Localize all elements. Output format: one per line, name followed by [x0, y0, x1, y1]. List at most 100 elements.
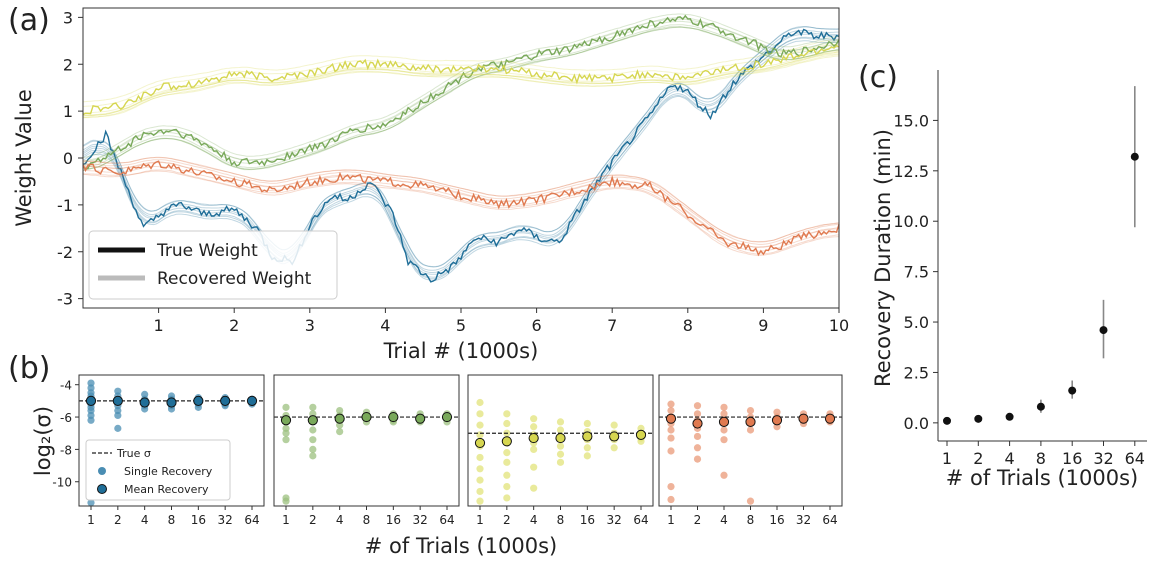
x-tick-label: 2: [694, 513, 702, 527]
panel-b-frame: [273, 374, 460, 507]
panel-b-legend: True σ Single Recovery Mean Recovery: [85, 439, 231, 501]
panel-b-x-axis-label: # of Trials (1000s): [365, 534, 558, 558]
recovered-weight-line-orange: [82, 156, 840, 243]
y-tick-label: 3: [63, 8, 73, 27]
x-tick-label: 9: [758, 316, 768, 335]
x-tick-label: 5: [456, 316, 466, 335]
x-tick-label: 16: [580, 513, 595, 527]
recovered-weight-line-blue: [82, 33, 840, 275]
panel-b-label: (b): [8, 351, 50, 386]
legend-mean-recovery-swatch: [97, 484, 107, 494]
x-tick-label: 2: [503, 513, 511, 527]
mean-recovery-point: [441, 411, 453, 423]
y-tick-label: -8: [60, 443, 72, 457]
panel-a-label: (a): [8, 3, 50, 38]
mean-recovery-point: [692, 418, 703, 429]
y-tick-label: -1: [57, 196, 73, 215]
recovered-weight-line-green: [82, 17, 840, 162]
recovered-weight-line-green: [82, 24, 840, 169]
single-recovery-point: [503, 482, 511, 491]
x-tick-label: 4: [720, 513, 728, 527]
recovered-weight-line-yellow: [82, 43, 840, 107]
recovered-weight-line-yellow: [82, 53, 840, 117]
single-recovery-point: [309, 403, 317, 411]
x-tick-label: 16: [386, 513, 401, 527]
y-tick-label: -3: [57, 290, 73, 309]
single-recovery-point: [282, 436, 290, 444]
single-recovery-point: [282, 497, 290, 505]
recovered-weight-line-yellow: [82, 51, 840, 116]
duration-point: [1005, 412, 1014, 421]
x-tick-label: 4: [1005, 449, 1015, 468]
panel-c-x-axis-label: # of Trials (1000s): [946, 466, 1139, 490]
single-recovery-point: [746, 426, 755, 434]
single-recovery-point: [503, 458, 511, 466]
panel-b-subplot-orange: 1 2 4 8 16 32 64: [658, 374, 843, 527]
x-tick-label: 2: [309, 513, 317, 527]
single-recovery-point: [476, 465, 484, 473]
single-recovery-point: [503, 494, 511, 502]
x-tick-label: 32: [607, 513, 622, 527]
duration-point: [1036, 402, 1045, 411]
y-tick-label: 1: [63, 102, 73, 121]
single-recovery-point: [667, 447, 675, 455]
single-recovery-point: [530, 415, 538, 423]
x-tick-label: 32: [218, 513, 233, 527]
mean-recovery-point: [220, 395, 231, 406]
single-recovery-point: [309, 452, 317, 460]
legend-mean-recovery-label: Mean Recovery: [124, 483, 209, 496]
mean-recovery-point: [85, 395, 97, 406]
mean-recovery-point: [582, 431, 593, 442]
single-recovery-point: [476, 421, 484, 429]
single-recovery-point: [530, 423, 538, 431]
panel-b-subplot-green: 1 2 4 8 16 32 64: [273, 374, 460, 527]
recovered-weight-line-yellow: [82, 39, 840, 103]
recovered-weight-line-yellow: [82, 54, 840, 119]
panel-a-x-ticks: 1 2 3 4 5 6 7 8 9 10: [154, 308, 849, 335]
recovered-weight-line-green: [82, 26, 840, 171]
panel-a-y-axis-label: Weight Value: [12, 89, 36, 227]
single-recovery-point: [746, 406, 755, 415]
single-recovery-point: [336, 428, 344, 436]
panel-a-legend: True Weight Recovered Weight: [88, 230, 338, 300]
x-tick-label: 64: [439, 513, 454, 527]
mean-recovery-point: [139, 397, 150, 408]
y-tick-label: 0: [63, 149, 73, 168]
legend-true-weight-label: True Weight: [156, 241, 258, 261]
recovered-weight-line-orange: [82, 157, 840, 243]
x-tick-label: 16: [191, 513, 206, 527]
x-tick-label: 4: [380, 316, 390, 335]
x-tick-label: 6: [532, 316, 542, 335]
recovered-weight-line-blue: [82, 26, 840, 268]
single-recovery-point: [667, 426, 675, 434]
single-recovery-point: [309, 445, 317, 453]
panel-c-marks: 0.0 2.5 5.0 7.5 10.0 12.5 15.0 1 2 4 8 16 32 64: [893, 86, 1145, 468]
single-recovery-point: [667, 400, 675, 408]
x-tick-label: 64: [244, 513, 259, 527]
x-tick-label: 1: [667, 513, 675, 527]
single-recovery-point: [693, 455, 702, 463]
legend-single-recovery-label: Single Recovery: [124, 465, 213, 478]
single-recovery-point: [114, 411, 122, 420]
single-recovery-point: [87, 499, 95, 507]
x-tick-label: 1: [282, 513, 290, 527]
mean-recovery-point: [798, 413, 809, 424]
x-tick-label: 10: [829, 316, 849, 335]
true-weight-line-blue: [82, 28, 840, 283]
panel-c-y-axis-label: Recovery Duration (min): [871, 129, 895, 387]
panel-b-subplot-blue: 1 2 4 8 16 32 64 -4 -6 -8 -10: [52, 374, 265, 527]
x-tick-label: 16: [769, 513, 784, 527]
x-tick-label: 1: [154, 316, 164, 335]
legend-true-sigma-label: True σ: [116, 447, 151, 460]
y-tick-label: -10: [52, 476, 72, 490]
y-tick-label: -4: [60, 379, 72, 393]
x-tick-label: 4: [336, 513, 344, 527]
recovered-weight-line-green: [82, 26, 840, 171]
recovered-weight-line-orange: [82, 159, 840, 245]
single-recovery-point: [746, 497, 755, 505]
mean-recovery-point: [246, 395, 258, 406]
single-recovery-point: [583, 419, 591, 428]
x-tick-label: 4: [141, 513, 149, 527]
x-tick-label: 8: [1036, 449, 1046, 468]
